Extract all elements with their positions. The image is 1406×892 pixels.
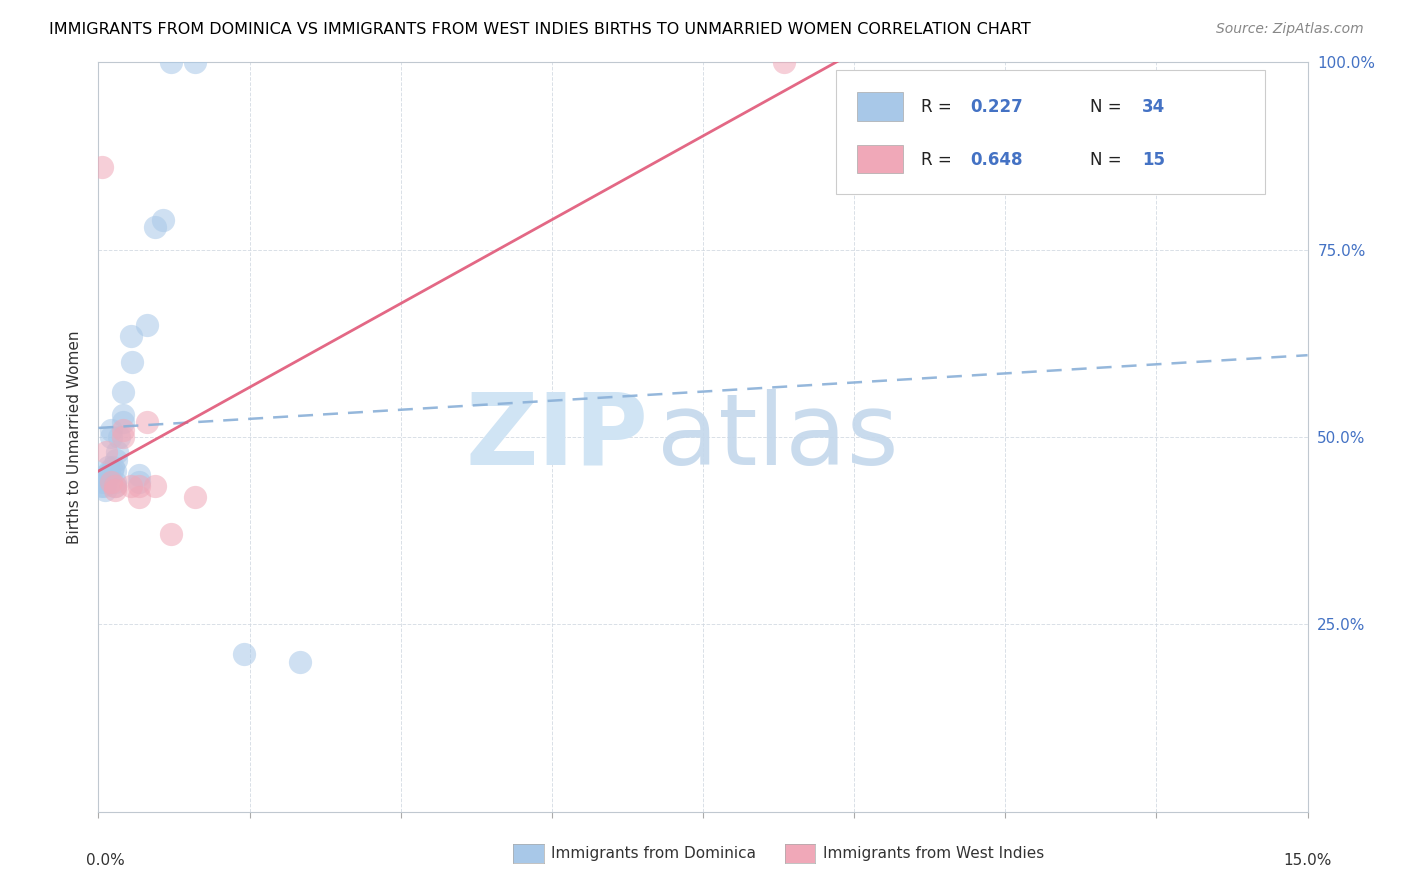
Point: [111, 415, 134, 429]
Text: R =: R =: [921, 98, 956, 116]
Point: [94, 483, 117, 497]
Point: [91, 475, 114, 489]
Text: atlas: atlas: [657, 389, 898, 485]
Point: [101, 464, 124, 478]
Point: [121, 355, 143, 369]
FancyBboxPatch shape: [837, 70, 1265, 194]
Point: [160, 55, 183, 70]
FancyBboxPatch shape: [856, 93, 903, 121]
Point: [91, 161, 114, 175]
Point: [100, 475, 122, 489]
Point: [128, 479, 150, 493]
Point: [90, 479, 112, 493]
Point: [152, 212, 174, 227]
Point: [128, 467, 150, 482]
Point: [100, 423, 122, 437]
Point: [160, 527, 183, 541]
Point: [128, 490, 150, 504]
Text: Immigrants from West Indies: Immigrants from West Indies: [823, 847, 1043, 861]
Point: [120, 479, 142, 493]
Point: [103, 479, 125, 493]
Point: [96, 471, 118, 485]
Point: [91, 471, 114, 485]
Point: [143, 220, 166, 235]
Point: [97, 464, 120, 478]
Point: [135, 318, 157, 332]
Point: [111, 430, 134, 444]
Text: 0.648: 0.648: [970, 151, 1022, 169]
Text: 0.0%: 0.0%: [86, 853, 125, 868]
Point: [97, 460, 120, 475]
Point: [93, 479, 115, 493]
Point: [111, 408, 134, 422]
Point: [103, 483, 125, 497]
Point: [103, 475, 125, 489]
Text: 34: 34: [1142, 98, 1166, 116]
Text: Immigrants from Dominica: Immigrants from Dominica: [551, 847, 756, 861]
Point: [184, 490, 207, 504]
Text: IMMIGRANTS FROM DOMINICA VS IMMIGRANTS FROM WEST INDIES BIRTHS TO UNMARRIED WOME: IMMIGRANTS FROM DOMINICA VS IMMIGRANTS F…: [49, 22, 1031, 37]
Text: 0.227: 0.227: [970, 98, 1024, 116]
Point: [111, 385, 134, 400]
Point: [101, 460, 124, 475]
Point: [107, 430, 129, 444]
Point: [105, 452, 128, 467]
Text: N =: N =: [1090, 151, 1126, 169]
Point: [96, 445, 118, 459]
Text: 15.0%: 15.0%: [1284, 853, 1331, 868]
Point: [96, 475, 118, 489]
Point: [184, 55, 207, 70]
Text: ZIP: ZIP: [465, 389, 648, 485]
Point: [103, 479, 125, 493]
Point: [288, 655, 311, 669]
Point: [232, 648, 254, 662]
Point: [100, 430, 122, 444]
Point: [111, 423, 134, 437]
Point: [105, 445, 128, 459]
FancyBboxPatch shape: [856, 145, 903, 173]
Text: Source: ZipAtlas.com: Source: ZipAtlas.com: [1216, 22, 1364, 37]
Point: [96, 467, 118, 482]
Text: N =: N =: [1090, 98, 1126, 116]
Point: [772, 55, 794, 70]
Y-axis label: Births to Unmarried Women: Births to Unmarried Women: [67, 330, 83, 544]
Point: [103, 464, 125, 478]
Point: [128, 475, 150, 489]
Point: [120, 329, 142, 343]
Text: 15: 15: [1142, 151, 1166, 169]
Point: [143, 479, 166, 493]
Point: [135, 415, 157, 429]
Text: R =: R =: [921, 151, 956, 169]
